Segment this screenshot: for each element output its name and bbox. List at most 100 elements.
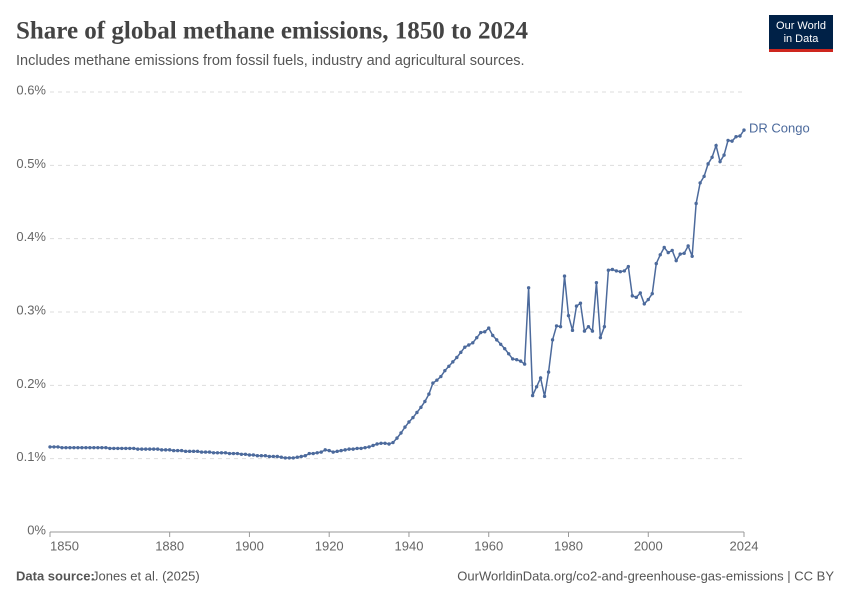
data-point — [215, 451, 220, 455]
y-tick-label: 0.2% — [16, 376, 46, 391]
data-point — [550, 338, 555, 342]
data-point — [195, 449, 200, 454]
logo-underline — [769, 49, 833, 52]
x-tick-label: 1900 — [235, 538, 264, 553]
data-point — [275, 454, 280, 459]
data-point — [52, 445, 56, 449]
data-point — [163, 448, 168, 452]
data-point — [518, 359, 523, 363]
data-point — [670, 248, 674, 253]
data-point — [104, 445, 108, 450]
data-point — [558, 324, 563, 329]
data-point — [191, 449, 196, 454]
data-point — [566, 313, 571, 318]
data-point — [742, 128, 746, 132]
data-point — [263, 454, 268, 458]
data-point — [351, 447, 355, 451]
data-point — [714, 143, 718, 148]
data-point — [251, 453, 256, 457]
data-point — [367, 445, 371, 449]
data-point — [112, 446, 116, 451]
data-point — [148, 447, 152, 451]
data-point — [499, 342, 503, 346]
data-point — [491, 333, 495, 338]
data-point — [335, 449, 339, 454]
y-tick-label: 0% — [27, 522, 46, 537]
data-point — [706, 162, 710, 166]
data-point — [686, 244, 690, 248]
data-point — [483, 330, 487, 334]
data-point — [447, 364, 451, 368]
data-point — [247, 453, 252, 457]
data-point — [291, 456, 295, 460]
footer-right: OurWorldinData.org/co2-and-greenhouse-ga… — [457, 568, 834, 583]
data-point — [259, 454, 264, 458]
data-point — [64, 445, 68, 450]
data-point — [455, 355, 459, 360]
x-tick-label: 1980 — [554, 538, 583, 553]
data-point — [479, 330, 483, 335]
data-point — [622, 269, 627, 273]
data-point — [419, 405, 423, 410]
data-point — [590, 329, 595, 333]
y-tick-label: 0.4% — [16, 229, 46, 244]
data-point — [243, 452, 248, 456]
data-point — [375, 442, 379, 446]
data-point — [199, 450, 204, 454]
data-point — [343, 448, 347, 452]
chart-title: Share of global methane emissions, 1850 … — [16, 18, 529, 45]
data-point — [100, 445, 104, 450]
data-point — [399, 431, 403, 435]
data-point — [315, 451, 319, 455]
data-point — [638, 291, 642, 295]
data-point — [578, 301, 583, 305]
data-point — [682, 251, 686, 256]
data-point — [219, 451, 224, 455]
data-point — [510, 357, 515, 361]
data-point — [187, 449, 192, 454]
data-point — [495, 338, 499, 342]
data-point — [574, 304, 579, 308]
data-point — [391, 440, 395, 445]
data-point — [698, 181, 702, 185]
data-point — [287, 456, 292, 460]
data-point — [502, 346, 507, 351]
data-point — [459, 350, 463, 355]
data-point — [610, 267, 615, 272]
data-point — [363, 445, 367, 450]
data-point — [311, 451, 315, 456]
data-point — [120, 446, 124, 451]
data-point — [383, 441, 387, 445]
data-point — [435, 378, 439, 382]
data-point — [650, 291, 654, 296]
data-point — [451, 360, 455, 364]
data-point — [582, 329, 587, 333]
data-point — [235, 451, 240, 456]
data-point — [722, 153, 726, 157]
data-point — [56, 445, 60, 449]
data-point — [658, 253, 662, 257]
x-tick-label: 1880 — [155, 538, 184, 553]
data-point — [76, 445, 80, 450]
data-point — [299, 454, 303, 459]
data-point — [239, 452, 244, 456]
data-point — [586, 324, 591, 329]
x-tick-label: 1850 — [50, 538, 79, 553]
data-point — [395, 436, 399, 440]
logo: Our World in Data — [769, 15, 833, 52]
data-point — [144, 447, 148, 451]
data-point — [211, 451, 216, 455]
data-point — [303, 454, 307, 458]
data-point — [327, 448, 331, 453]
data-point — [371, 443, 375, 448]
data-point — [530, 393, 535, 398]
data-point — [674, 258, 678, 263]
data-point — [283, 456, 288, 460]
data-point — [443, 368, 447, 373]
data-point — [487, 326, 491, 330]
data-point — [542, 394, 547, 399]
data-point — [84, 445, 88, 450]
logo-text: Our World — [776, 20, 826, 32]
